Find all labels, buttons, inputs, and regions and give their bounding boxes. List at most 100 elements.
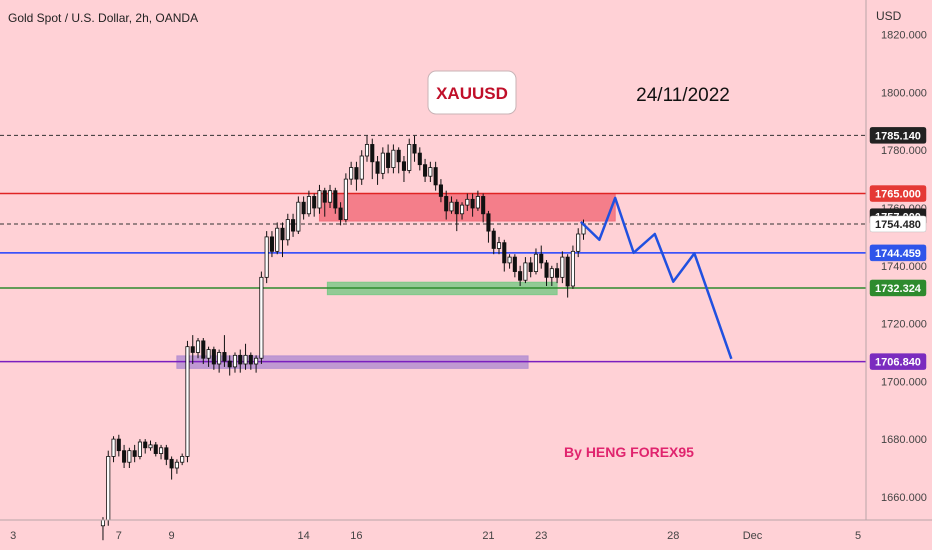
candle-body (528, 262, 533, 272)
ticker-badge-box (427, 70, 517, 115)
candle-14 (174, 459, 179, 474)
level-label-1744.459[interactable]: 1744.459 (869, 244, 927, 262)
candle-body (211, 349, 216, 365)
candle-74 (491, 228, 496, 255)
candle-18 (195, 338, 201, 359)
candle-68 (460, 202, 465, 220)
plot-area (0, 134, 866, 541)
candle-body (285, 219, 290, 241)
candle-body (306, 196, 311, 215)
level-label-text: 1754.480 (875, 219, 921, 231)
candle-body (206, 349, 211, 359)
candle-body (343, 178, 348, 220)
candle-64 (438, 179, 443, 203)
candle-body (396, 149, 401, 163)
candle-body (380, 152, 385, 174)
candle-10 (153, 442, 158, 457)
candle-body (264, 236, 269, 278)
x-tick-label: Dec (743, 530, 763, 542)
level-label-1706.840[interactable]: 1706.840 (869, 353, 927, 370)
candle-73 (486, 210, 491, 243)
candle-62 (428, 161, 433, 182)
level-label-1765.000[interactable]: 1765.000 (869, 185, 927, 202)
candle-44 (333, 187, 338, 214)
candle-body (465, 198, 470, 206)
candle-57 (401, 156, 406, 182)
candle-5 (127, 447, 132, 468)
candle-body (132, 450, 137, 457)
candle-24 (227, 355, 232, 376)
candle-body (533, 253, 539, 272)
candle-25 (232, 352, 238, 373)
level-label-1785.140[interactable]: 1785.140 (869, 127, 927, 144)
candle-35 (285, 213, 290, 246)
candle-55 (391, 144, 396, 174)
level-label-bg (869, 127, 927, 144)
level-label-bg (869, 244, 927, 262)
candle-70 (470, 193, 475, 217)
candle-body (486, 213, 491, 232)
candle-40 (312, 193, 317, 217)
candle-body (269, 236, 274, 252)
candle-85 (549, 265, 554, 286)
candle-body (259, 276, 264, 359)
x-tick-label: 14 (298, 530, 310, 542)
price-level-labels: 1785.1401765.0001757.0001754.4801744.459… (869, 127, 927, 370)
candle-63 (433, 161, 438, 191)
candle-79 (518, 265, 523, 286)
level-label-text: 1706.840 (875, 357, 921, 369)
x-tick-label: 5 (855, 530, 861, 542)
candle-body (227, 360, 232, 368)
date-annotation: 24/11/2022 (636, 85, 730, 106)
candle-7 (137, 439, 142, 460)
candle-76 (502, 239, 507, 272)
candle-4 (122, 444, 127, 468)
level-label-1754.480[interactable]: 1754.480 (869, 215, 927, 233)
level-label-1732.324[interactable]: 1732.324 (869, 279, 927, 297)
candle-body (364, 144, 370, 157)
level-label-text: 1765.000 (875, 189, 921, 201)
symbol-title[interactable]: Gold Spot / U.S. Dollar, 2h, OANDA (8, 11, 198, 25)
candle-11 (159, 444, 164, 460)
level-label-bg (869, 279, 927, 297)
candle-67 (454, 199, 459, 232)
candle-59 (412, 135, 417, 162)
candle-body (137, 441, 142, 457)
price-axis[interactable]: 1820.0001800.0001780.0001760.0001740.000… (881, 30, 927, 504)
candle-body (470, 198, 475, 209)
candle-38 (301, 196, 306, 220)
candle-37 (296, 196, 301, 234)
candle-body (386, 152, 391, 168)
y-tick-label: 1800.000 (881, 87, 927, 99)
candle-body (539, 253, 544, 264)
candle-body (518, 271, 523, 281)
candle-body (291, 219, 296, 232)
y-tick-label: 1740.000 (881, 261, 927, 273)
candle-49 (359, 150, 364, 185)
time-axis[interactable]: 3 7 9 14 16 21 23 28 Dec 5 (10, 530, 861, 542)
candle-81 (528, 257, 533, 278)
projection-path[interactable] (579, 196, 733, 360)
candle-body (496, 242, 502, 249)
candle-56 (396, 147, 401, 174)
level-label-bg (869, 215, 927, 233)
candle-body (417, 152, 422, 166)
candle-body (391, 149, 396, 168)
candle-84 (544, 260, 549, 286)
x-tick-label: 3 (10, 530, 16, 542)
candle-2 (111, 436, 116, 463)
candle-body (164, 447, 169, 460)
candle-body (174, 461, 179, 469)
candle-71 (475, 190, 480, 211)
candle-body (327, 190, 333, 203)
candle-body (544, 262, 549, 278)
candle-body (460, 204, 465, 215)
level-label-text: 1785.140 (875, 130, 921, 142)
candle-body (248, 354, 253, 365)
candle-19 (201, 338, 206, 364)
candle-body (555, 268, 560, 278)
candle-body (454, 201, 459, 215)
candle-42 (322, 187, 327, 217)
